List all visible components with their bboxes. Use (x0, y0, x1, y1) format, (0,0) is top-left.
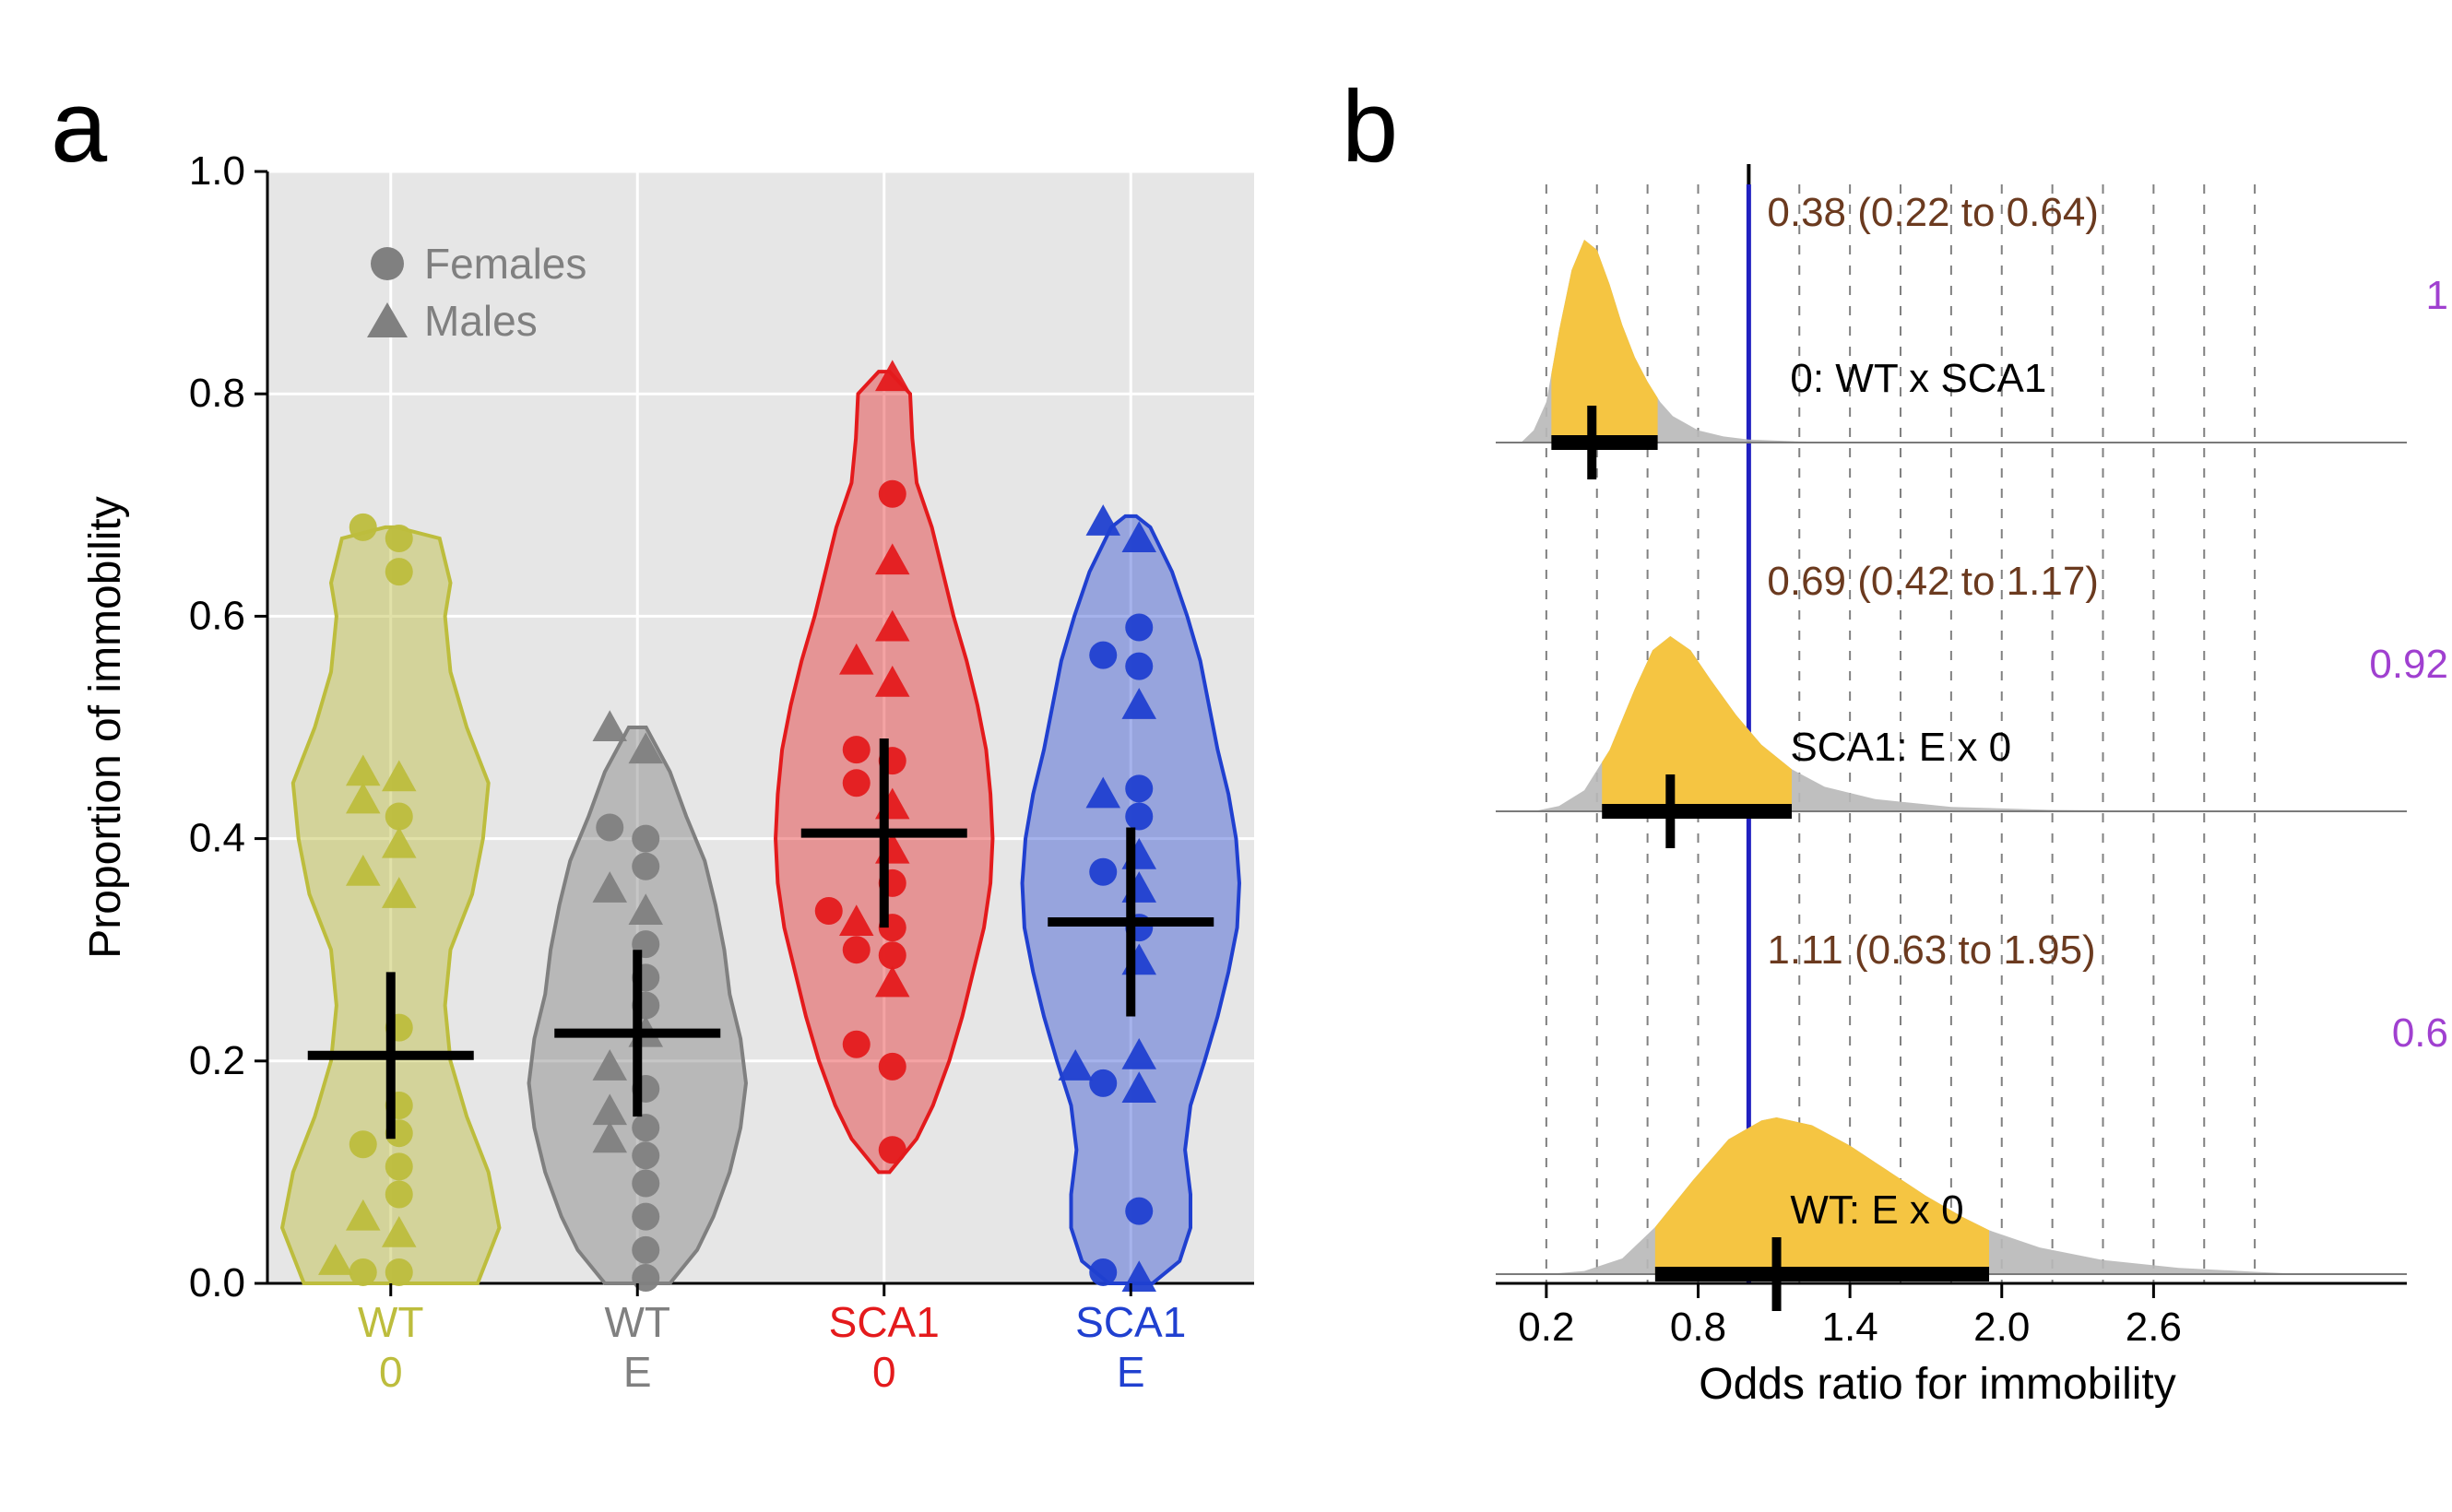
xtick-label-1: WT (604, 1298, 670, 1346)
point-circle (879, 1136, 906, 1164)
point-circle (349, 1258, 377, 1286)
row-label: WT: E x 0 (1790, 1187, 1963, 1233)
point-circle (385, 802, 413, 830)
xtick-label-2: 0 (872, 1348, 896, 1396)
point-circle (632, 825, 659, 853)
point-circle (632, 853, 659, 880)
xtick-label-1: SCA1 (1075, 1298, 1186, 1346)
stat-text: 0.69 (0.42 to 1.17) (1767, 559, 2099, 604)
panel-label-a: a (51, 70, 108, 183)
xtick-label-2: E (623, 1348, 652, 1396)
legend-label: Males (424, 297, 538, 345)
point-circle (632, 1141, 659, 1169)
legend-label: Females (424, 240, 586, 288)
stat-text: 0.38 (0.22 to 0.64) (1767, 190, 2099, 235)
panel-label-b: b (1342, 70, 1398, 183)
point-circle (632, 1114, 659, 1141)
ytick-label: 0.0 (189, 1260, 245, 1305)
xtick-label: 2.0 (1973, 1305, 2030, 1350)
xtick-label: 0.8 (1670, 1305, 1726, 1350)
point-circle (1125, 1198, 1153, 1225)
row-label: SCA1: E x 0 (1790, 725, 2011, 770)
point-circle (815, 897, 843, 925)
xtick-label-1: SCA1 (829, 1298, 940, 1346)
row-label: 0: WT x SCA1 (1790, 356, 2046, 401)
point-circle (349, 514, 377, 541)
legend-marker-circle (371, 247, 404, 280)
ytick-label: 0.4 (189, 816, 245, 861)
xtick-label-1: WT (358, 1298, 424, 1346)
ytick-label: 0.6 (189, 593, 245, 638)
point-circle (1125, 613, 1153, 641)
density-fill (1551, 240, 1657, 443)
point-circle (632, 1236, 659, 1264)
point-circle (843, 736, 871, 763)
side-text: 1 (2426, 273, 2448, 318)
ytick-label: 0.2 (189, 1038, 245, 1083)
point-circle (1089, 1258, 1117, 1286)
point-circle (349, 1130, 377, 1158)
point-circle (1089, 642, 1117, 669)
point-circle (385, 1258, 413, 1286)
side-text: 0.92 (2369, 642, 2448, 687)
xtick-label: 0.2 (1518, 1305, 1574, 1350)
point-circle (632, 1169, 659, 1197)
point-circle (385, 1152, 413, 1180)
xtick-label-2: 0 (379, 1348, 403, 1396)
ytick-label: 0.8 (189, 371, 245, 416)
point-circle (879, 1053, 906, 1081)
point-circle (843, 1031, 871, 1058)
xtick-label: 1.4 (1822, 1305, 1878, 1350)
stat-text: 1.11 (0.63 to 1.95) (1767, 927, 2095, 973)
xtick-label: 2.6 (2126, 1305, 2182, 1350)
point-circle (596, 814, 623, 842)
point-circle (1089, 1069, 1117, 1097)
point-circle (879, 941, 906, 969)
point-circle (843, 936, 871, 963)
point-circle (1125, 774, 1153, 802)
point-circle (632, 1203, 659, 1231)
figure: a b 0.0 0.2 0.4 0.6 0.8 1.0 Proportion of immobi… (0, 0, 2452, 1512)
point-circle (879, 480, 906, 508)
y-axis-label: Proportion of immobility (81, 496, 130, 959)
point-circle (1125, 802, 1153, 830)
ytick-label: 1.0 (189, 148, 245, 194)
point-circle (385, 525, 413, 552)
point-circle (843, 769, 871, 797)
density-fill (1602, 636, 1792, 811)
point-circle (385, 1181, 413, 1209)
xtick-label-2: E (1117, 1348, 1145, 1396)
point-circle (1125, 653, 1153, 680)
point-circle (1089, 858, 1117, 886)
side-text: 0.6 (2392, 1010, 2448, 1056)
figure-svg: a b 0.0 0.2 0.4 0.6 0.8 1.0 Proportion of immobi… (0, 0, 2452, 1512)
x-axis-label: Odds ratio for immobility (1699, 1360, 2175, 1409)
point-circle (385, 558, 413, 585)
